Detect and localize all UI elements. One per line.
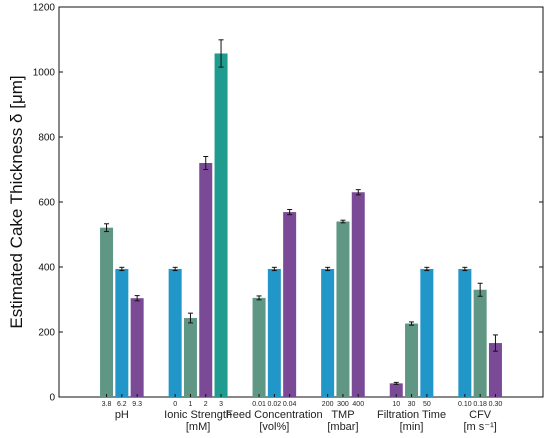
bar (115, 268, 129, 397)
y-axis-label: Estimated Cake Thickness δ [μm] (7, 75, 26, 328)
category-label: 0.04 (283, 401, 297, 408)
y-tick-label: 800 (38, 133, 55, 144)
group-label: Ionic Strength (164, 409, 232, 421)
group-label: CFV (469, 409, 492, 421)
category-label: 10 (392, 401, 400, 408)
category-label: 2 (204, 401, 208, 408)
bar (130, 298, 144, 397)
group-label: TMP (331, 409, 354, 421)
bar (473, 289, 487, 397)
group-label: Feed Concentration (226, 409, 323, 421)
bar (168, 268, 182, 397)
category-label: 300 (337, 401, 349, 408)
y-tick-label: 400 (38, 263, 55, 274)
bar (351, 192, 365, 397)
bar (420, 268, 434, 397)
category-label: 0.02 (268, 401, 282, 408)
category-label: 50 (423, 401, 431, 408)
bar (214, 53, 228, 397)
group-unit: [mbar] (327, 421, 358, 433)
bar (252, 297, 266, 397)
bar (321, 268, 335, 397)
bar (488, 343, 502, 397)
category-label: 6.2 (117, 401, 127, 408)
category-label: 0 (173, 401, 177, 408)
group-unit: [mM] (186, 421, 210, 433)
group-label: Filtration Time (377, 409, 446, 421)
bar (267, 268, 281, 397)
y-tick-label: 1200 (33, 3, 56, 14)
category-label: 200 (322, 401, 334, 408)
bar (405, 323, 419, 397)
group-unit: [min] (400, 421, 424, 433)
category-label: 30 (408, 401, 416, 408)
category-label: 0.30 (489, 401, 503, 408)
category-label: 0.10 (458, 401, 472, 408)
y-tick-label: 600 (38, 198, 55, 209)
y-axis: 0 200 400 600 800 1000 1200 (33, 3, 543, 404)
group-label: pH (115, 409, 129, 421)
category-label: 400 (352, 401, 364, 408)
bar (336, 221, 350, 397)
group-unit: [vol%] (259, 421, 289, 433)
category-label: 1 (188, 401, 192, 408)
category-label: 3.8 (102, 401, 112, 408)
bar (458, 268, 472, 397)
group-unit: [m s⁻¹] (463, 421, 496, 433)
y-tick-label: 1000 (33, 68, 56, 79)
bar (389, 383, 403, 397)
y-tick-label: 0 (49, 393, 55, 404)
category-label: 3 (219, 401, 223, 408)
bar (183, 318, 197, 397)
bar (100, 227, 114, 397)
y-tick-label: 200 (38, 328, 55, 339)
bar (199, 163, 213, 397)
category-label: 9.3 (132, 401, 142, 408)
category-label: 0.01 (252, 401, 266, 408)
category-label: 0.18 (473, 401, 487, 408)
bars-layer (100, 39, 502, 397)
bar (283, 212, 297, 397)
